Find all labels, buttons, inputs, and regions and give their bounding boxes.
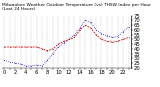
Text: Milwaukee Weather Outdoor Temperature (vs) THSW Index per Hour (Last 24 Hours): Milwaukee Weather Outdoor Temperature (v… xyxy=(2,3,150,11)
